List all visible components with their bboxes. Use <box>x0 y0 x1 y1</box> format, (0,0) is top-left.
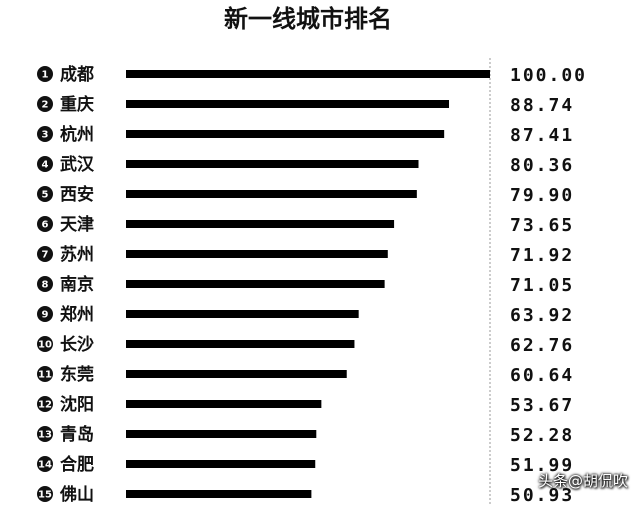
value-label: 80.36 <box>510 155 574 176</box>
value-label: 53.67 <box>510 395 574 416</box>
category-label: 南京 <box>60 274 94 295</box>
bar-row: 8 南京 71.05 <box>37 274 574 296</box>
category-label: 沈阳 <box>60 394 94 415</box>
category-label: 成都 <box>60 64 94 85</box>
value-label: 71.92 <box>510 245 574 266</box>
rank-badge <box>37 96 53 112</box>
bar <box>126 250 388 258</box>
bar <box>126 490 312 498</box>
rank-badge <box>37 456 53 472</box>
bar-row: 10 长沙 62.76 <box>37 334 574 356</box>
rank-number: 1 <box>42 70 49 81</box>
rank-badge <box>37 396 53 412</box>
bar-row: 2 重庆 88.74 <box>37 94 574 116</box>
rank-number: 6 <box>42 220 49 231</box>
bar-row: 1 成都 100.00 <box>37 64 587 86</box>
bar-row: 6 天津 73.65 <box>37 214 574 236</box>
bar <box>126 310 359 318</box>
value-label: 63.92 <box>510 305 574 326</box>
bar <box>126 220 395 228</box>
rank-number: 8 <box>42 280 49 291</box>
category-label: 合肥 <box>60 454 94 475</box>
category-label: 杭州 <box>60 124 94 145</box>
category-label: 佛山 <box>59 484 94 505</box>
value-label: 60.64 <box>510 365 574 386</box>
bar <box>126 160 419 168</box>
bar-row: 5 西安 79.90 <box>37 184 574 206</box>
rank-badge <box>37 246 53 262</box>
rank-badge <box>37 66 53 82</box>
category-label: 天津 <box>60 214 94 235</box>
value-label: 87.41 <box>510 125 574 146</box>
rank-number: 13 <box>38 430 52 441</box>
rank-number: 3 <box>42 130 49 141</box>
rank-badge <box>37 216 53 232</box>
bar-row: 11 东莞 60.64 <box>37 364 574 386</box>
bar <box>126 280 385 288</box>
bar-row: 13 青岛 52.28 <box>37 424 574 446</box>
bar <box>126 190 417 198</box>
rank-badge <box>37 336 53 352</box>
chart-title: 新一线城市排名 <box>224 5 392 33</box>
bar <box>126 130 445 138</box>
bar-row: 12 沈阳 53.67 <box>37 394 574 416</box>
rank-number: 10 <box>38 340 52 351</box>
category-label: 重庆 <box>60 94 94 115</box>
rank-badge <box>37 126 53 142</box>
bar <box>126 460 316 468</box>
value-label: 79.90 <box>510 185 574 206</box>
rank-badge <box>37 156 53 172</box>
rank-badge <box>37 426 53 442</box>
value-label: 52.28 <box>510 425 574 446</box>
value-label: 51.99 <box>510 455 574 476</box>
rank-number: 12 <box>38 400 52 411</box>
rank-number: 11 <box>38 370 52 381</box>
rank-number: 15 <box>38 490 52 501</box>
bar <box>126 100 450 108</box>
rank-number: 9 <box>42 310 49 321</box>
watermark: 头条@胡侃吹 <box>537 472 628 490</box>
bar <box>126 370 347 378</box>
bar-row: 9 郑州 63.92 <box>37 304 574 326</box>
category-label: 青岛 <box>60 424 94 445</box>
bar-row: 15 佛山 50.93 <box>37 484 574 505</box>
category-label: 郑州 <box>60 304 94 325</box>
value-label: 50.93 <box>510 485 574 505</box>
rank-number: 7 <box>42 250 49 261</box>
category-label: 长沙 <box>60 334 94 355</box>
value-label: 73.65 <box>510 215 574 236</box>
rank-number: 2 <box>42 100 49 111</box>
category-label: 武汉 <box>60 154 95 175</box>
rank-number: 5 <box>42 190 49 201</box>
bar <box>126 70 490 78</box>
value-label: 100.00 <box>510 65 587 86</box>
value-label: 62.76 <box>510 335 574 356</box>
rank-badge <box>37 276 53 292</box>
rank-badge <box>37 366 53 382</box>
rank-number: 4 <box>42 160 49 171</box>
rank-badge <box>37 306 53 322</box>
rank-number: 14 <box>38 460 52 471</box>
value-label: 71.05 <box>510 275 574 296</box>
bar-row: 14 合肥 51.99 <box>37 454 574 476</box>
value-label: 88.74 <box>510 95 574 116</box>
bar-row: 3 杭州 87.41 <box>37 124 574 146</box>
category-label: 西安 <box>60 184 94 205</box>
bar <box>126 340 355 348</box>
rank-badge <box>37 186 53 202</box>
category-label: 东莞 <box>60 364 94 385</box>
bar <box>126 430 317 438</box>
bar <box>126 400 322 408</box>
bar-row: 7 苏州 71.92 <box>37 244 574 266</box>
bar-row: 4 武汉 80.36 <box>37 154 574 176</box>
rank-badge <box>37 486 53 502</box>
category-label: 苏州 <box>60 244 94 265</box>
